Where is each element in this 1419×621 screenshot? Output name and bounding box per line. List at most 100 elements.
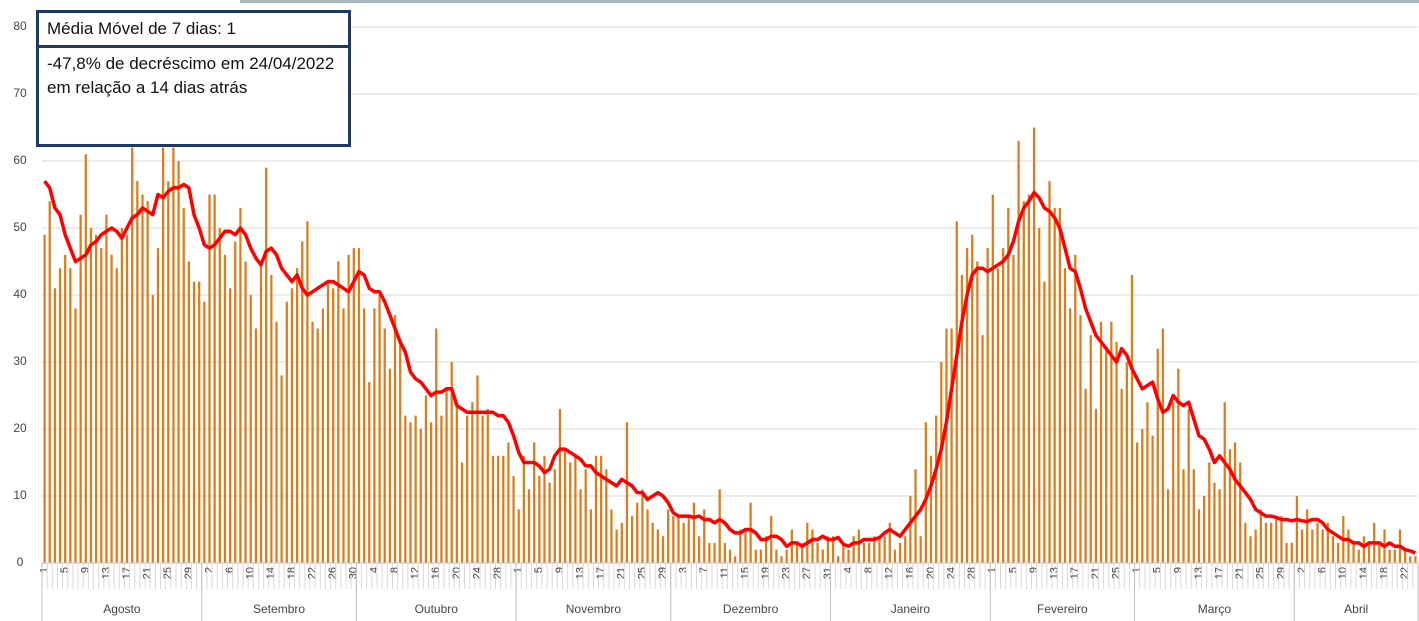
- y-tick-label: 20: [13, 421, 27, 435]
- bar: [955, 221, 958, 564]
- bar: [1002, 248, 1005, 563]
- bar: [332, 288, 335, 563]
- bar: [1125, 362, 1128, 563]
- bar: [455, 402, 458, 563]
- x-tick-label: 12: [884, 567, 896, 579]
- bar: [945, 328, 948, 563]
- bar: [326, 281, 330, 563]
- bar: [697, 536, 701, 563]
- x-tick-label: 25: [162, 567, 174, 579]
- bar: [723, 542, 726, 563]
- x-tick-label: 19: [760, 567, 772, 579]
- bar: [198, 281, 201, 563]
- bar: [682, 522, 685, 563]
- bar: [661, 536, 665, 563]
- bar: [1316, 522, 1319, 563]
- bar: [811, 529, 814, 563]
- bar: [754, 549, 757, 563]
- bar: [965, 248, 969, 563]
- x-tick-label: 21: [1090, 567, 1102, 579]
- x-tick-label: 30: [348, 567, 360, 579]
- bar: [275, 321, 278, 563]
- month-label: Janeiro: [891, 602, 931, 616]
- bar: [929, 455, 933, 563]
- bar: [218, 228, 221, 563]
- x-tick-label: 2: [203, 567, 215, 573]
- bar: [718, 489, 721, 563]
- x-tick-label: 29: [1275, 567, 1287, 579]
- bar: [1414, 556, 1417, 563]
- x-tick-label: 13: [100, 567, 112, 579]
- x-tick-label: 6: [1317, 567, 1329, 573]
- bar: [347, 254, 350, 564]
- bar: [414, 415, 417, 563]
- bar: [672, 516, 675, 563]
- x-tick-label: 2: [1296, 567, 1308, 573]
- bar: [986, 248, 989, 563]
- bar: [1295, 496, 1299, 563]
- bar: [1388, 549, 1391, 563]
- bar: [1300, 529, 1304, 563]
- bar: [600, 455, 603, 563]
- bar: [270, 274, 273, 563]
- month-label: Setembro: [253, 602, 305, 616]
- bar: [151, 295, 154, 563]
- bar: [1264, 522, 1268, 563]
- x-tick-label: 10: [1337, 567, 1349, 579]
- bar: [368, 382, 371, 563]
- bar: [481, 415, 484, 563]
- x-tick-label: 18: [286, 567, 298, 579]
- x-tick-label: 5: [59, 567, 71, 573]
- bar: [538, 475, 541, 563]
- bar: [960, 274, 964, 563]
- bar: [620, 522, 623, 563]
- x-tick-label: 9: [1028, 567, 1040, 573]
- bar: [831, 536, 835, 563]
- bar: [234, 241, 237, 563]
- bar: [146, 201, 149, 563]
- bar: [888, 522, 891, 563]
- bar: [466, 415, 469, 563]
- x-tick-label: 17: [595, 567, 607, 579]
- bar: [677, 516, 680, 563]
- bar: [512, 475, 515, 563]
- bar: [703, 509, 706, 563]
- bar: [460, 462, 464, 563]
- y-tick-label: 40: [13, 287, 27, 301]
- bar: [1259, 509, 1262, 563]
- bar: [1069, 308, 1072, 563]
- bar: [79, 214, 82, 563]
- x-tick-label: 17: [121, 567, 133, 579]
- bar: [285, 301, 288, 563]
- x-tick-label: 24: [471, 567, 483, 579]
- x-tick-label: 23: [781, 567, 793, 579]
- x-tick-label: 25: [636, 567, 648, 579]
- x-tick-label: 13: [1193, 567, 1205, 579]
- bar: [388, 368, 391, 563]
- x-tick-label: 6: [224, 567, 236, 573]
- bar: [837, 556, 840, 563]
- bar: [517, 509, 520, 563]
- bar: [290, 288, 294, 563]
- bar: [610, 509, 613, 563]
- bar: [759, 549, 763, 563]
- bar: [1362, 536, 1366, 563]
- bar: [543, 455, 546, 563]
- bar: [1063, 268, 1067, 563]
- x-tick-label: 20: [925, 567, 937, 579]
- bar: [357, 248, 361, 563]
- bar: [976, 261, 979, 563]
- bar: [1280, 516, 1283, 563]
- bar: [1249, 536, 1252, 563]
- bar: [625, 422, 629, 563]
- x-tick-label: 29: [183, 567, 195, 579]
- x-tick-label: 16: [904, 567, 916, 579]
- bar: [110, 254, 113, 564]
- bar: [43, 234, 46, 563]
- bar: [1409, 556, 1412, 563]
- bar: [125, 234, 129, 563]
- bar: [862, 542, 866, 563]
- bar: [847, 549, 850, 563]
- month-label: Fevereiro: [1037, 602, 1088, 616]
